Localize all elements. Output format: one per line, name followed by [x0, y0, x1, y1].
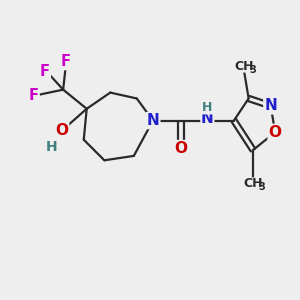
Text: O: O [55, 123, 68, 138]
Text: N: N [201, 111, 214, 126]
Text: N: N [147, 113, 159, 128]
Text: N: N [264, 98, 277, 113]
Text: F: F [61, 54, 71, 69]
Text: O: O [174, 141, 188, 156]
Text: 3: 3 [258, 182, 265, 192]
Text: F: F [40, 64, 50, 79]
Text: CH: CH [235, 60, 254, 73]
Text: O: O [268, 125, 282, 140]
Text: H: H [46, 140, 57, 154]
Text: 3: 3 [249, 64, 256, 75]
Text: H: H [202, 101, 213, 114]
Text: CH: CH [243, 177, 263, 190]
Text: F: F [29, 88, 39, 103]
